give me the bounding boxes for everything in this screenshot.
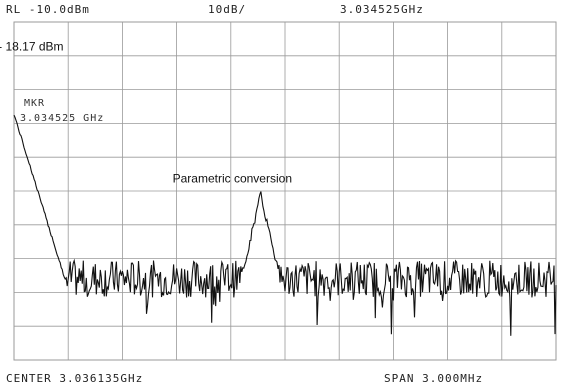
peak-markers: - 18.17 dBm Parametric conversion [0, 40, 292, 186]
peak-label-parametric: Parametric conversion [173, 171, 292, 185]
ref-level-label: RL -10.0dBm [6, 3, 90, 16]
span-label: SPAN 3.000MHz [384, 372, 484, 385]
peak-label-main: - 18.17 dBm [0, 40, 64, 54]
spectrum-trace [13, 114, 557, 336]
marker-frequency-label: 3.034525GHz [340, 3, 424, 16]
center-frequency-label: CENTER 3.036135GHz [6, 372, 144, 385]
chart-grid [13, 21, 557, 361]
marker-readout-value: 3.034525 GHz [20, 113, 104, 124]
marker-readout-label: MKR [24, 98, 45, 109]
scale-label: 10dB/ [208, 3, 247, 16]
